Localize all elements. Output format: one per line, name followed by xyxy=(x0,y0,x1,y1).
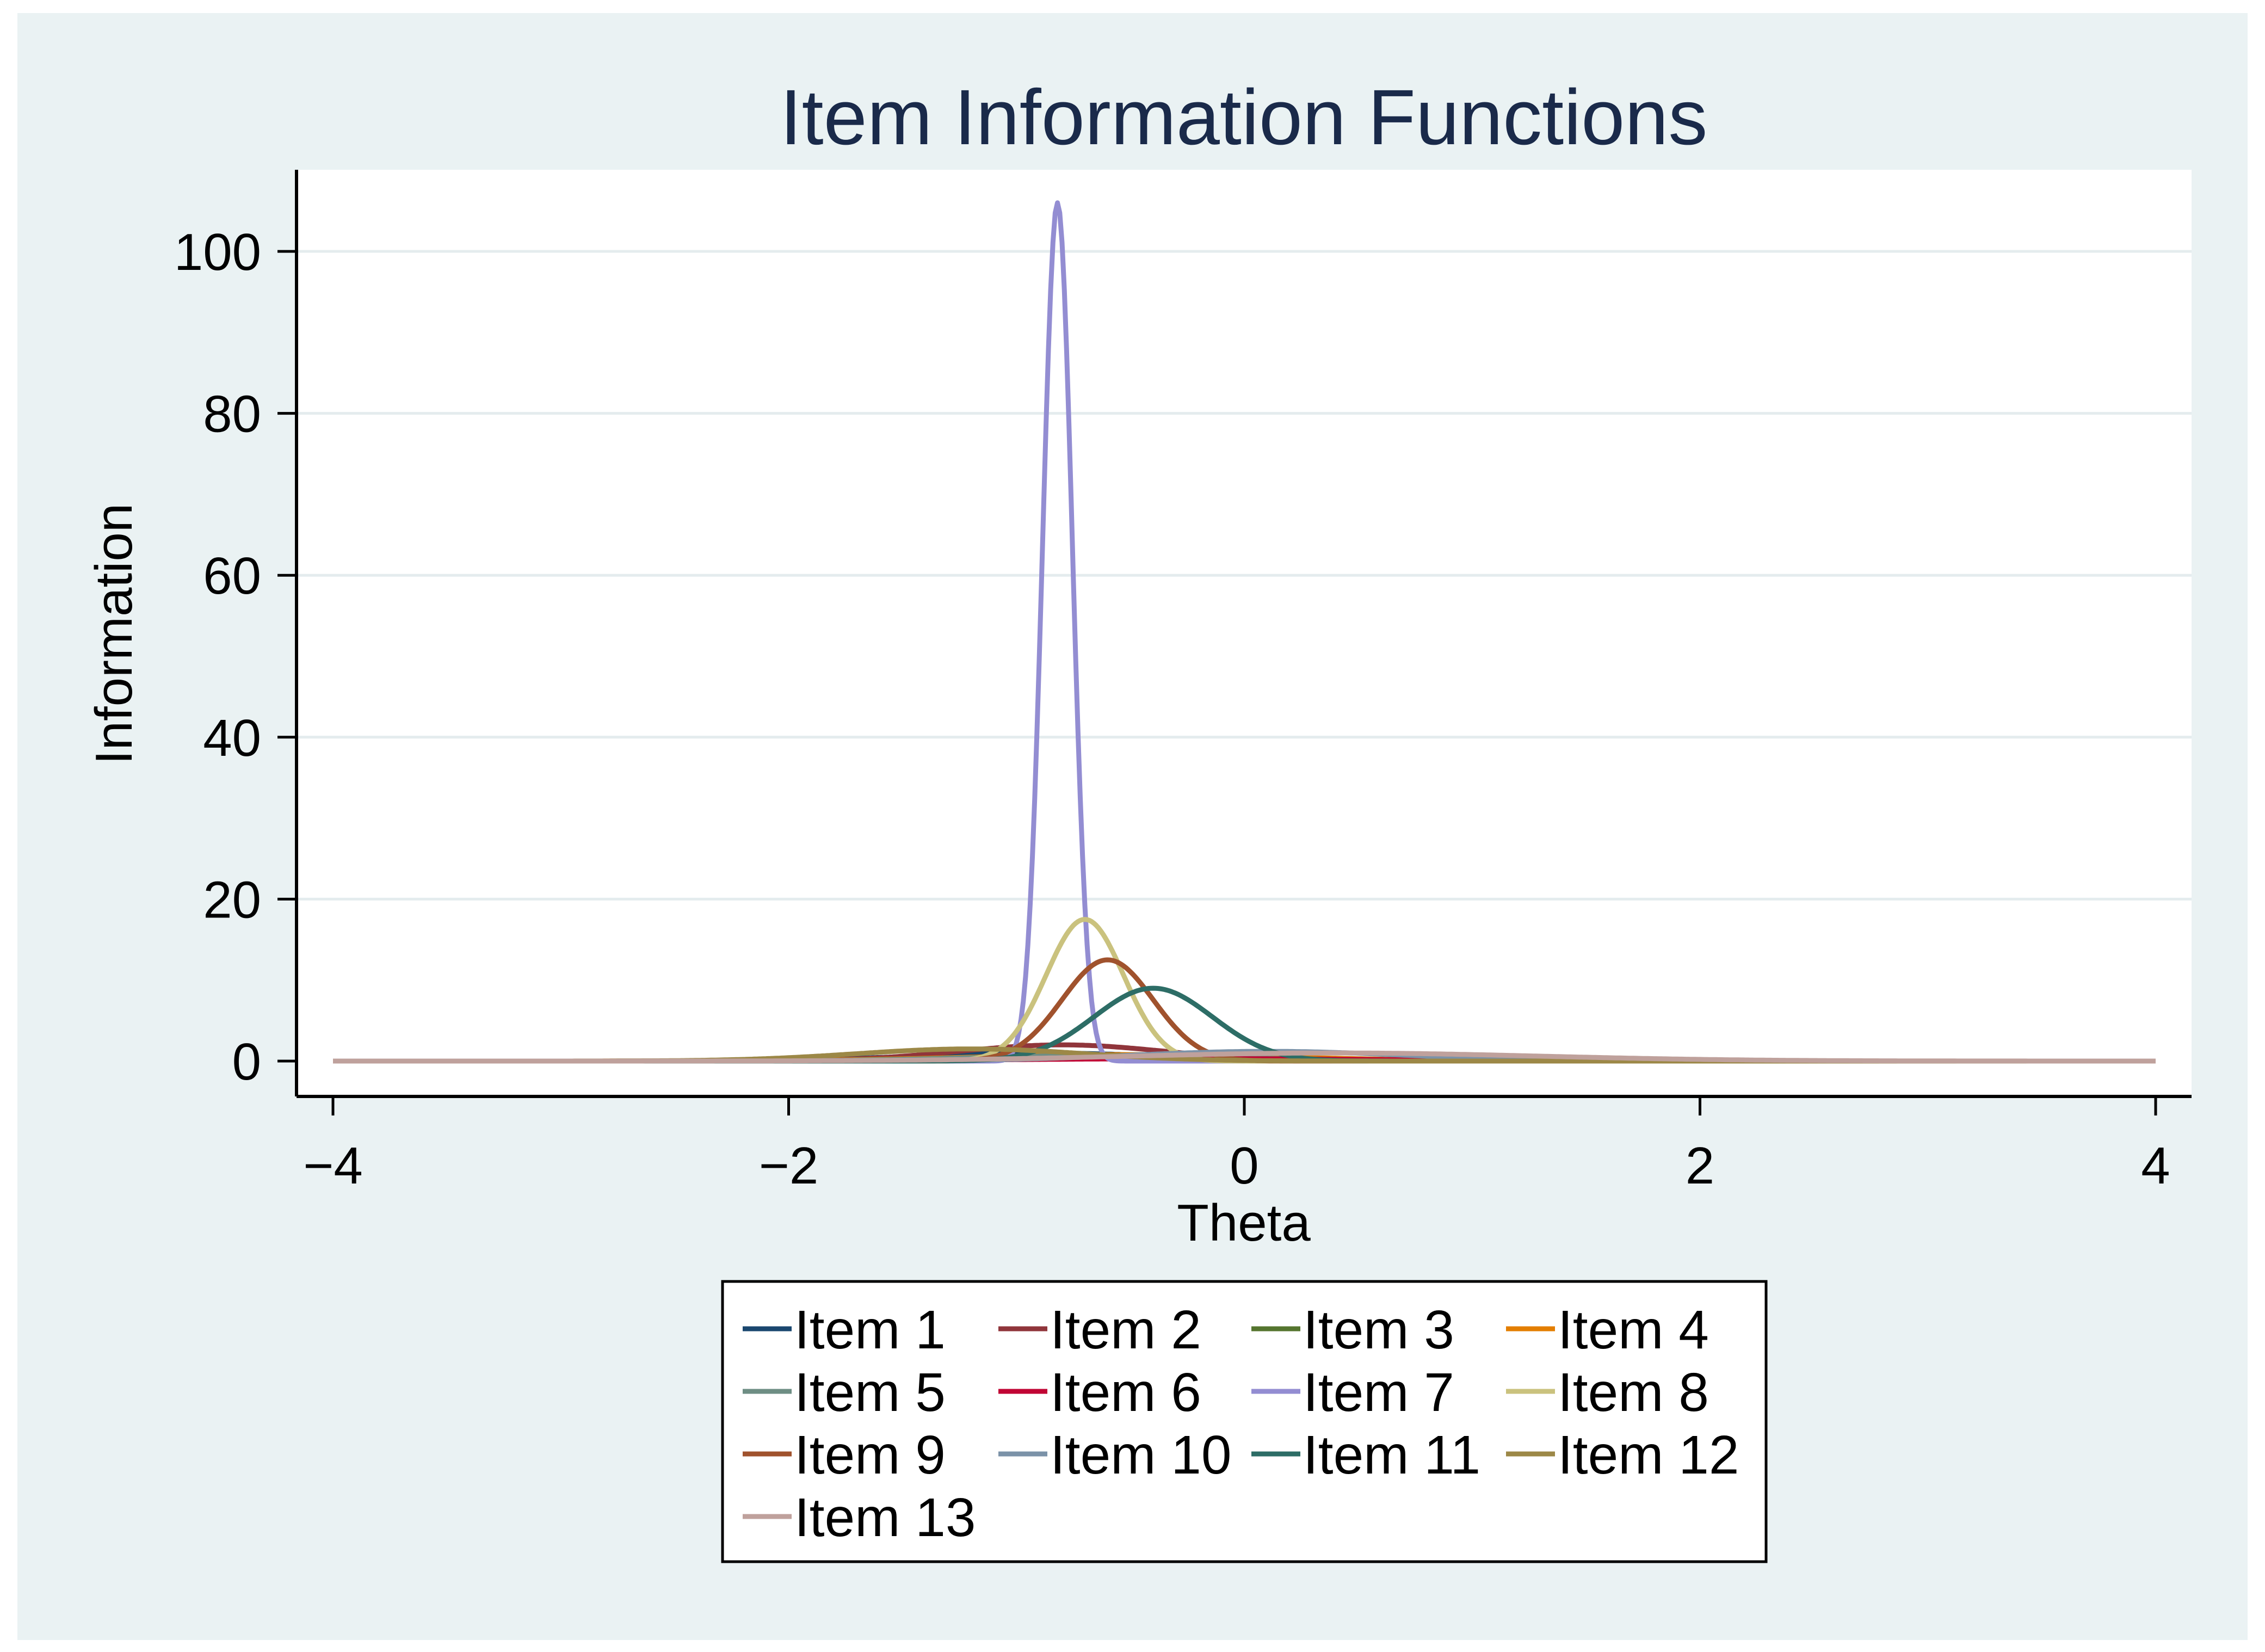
legend-label-item-4: Item 4 xyxy=(1558,1299,1709,1360)
gridlines xyxy=(297,250,2192,901)
legend-label-item-10: Item 10 xyxy=(1050,1425,1232,1485)
x-axis-title: Theta xyxy=(1177,1194,1311,1252)
x-tick-label-2: 2 xyxy=(1686,1137,1714,1195)
y-axis-title: Information xyxy=(85,503,143,765)
legend-label-item-13: Item 13 xyxy=(794,1487,976,1548)
legend-label-item-12: Item 12 xyxy=(1558,1425,1739,1485)
legend-label-item-3: Item 3 xyxy=(1303,1299,1454,1360)
series-lines xyxy=(332,200,2156,1064)
y-tick-label-60: 60 xyxy=(203,547,261,605)
y-tick-label-100: 100 xyxy=(174,223,261,281)
legend-label-item-5: Item 5 xyxy=(794,1362,946,1423)
legend-label-item-11: Item 11 xyxy=(1303,1425,1480,1485)
series-line-item-13 xyxy=(332,1050,2156,1064)
y-axis-ticks: 0 20 40 60 80 100 xyxy=(174,223,297,1091)
x-axis-ticks: −4 −2 0 2 4 xyxy=(303,1096,2170,1195)
x-tick-label-0: 0 xyxy=(1230,1137,1258,1195)
plot-area xyxy=(297,170,2192,1096)
legend-label-item-1: Item 1 xyxy=(794,1299,946,1360)
x-tick-label--4: −4 xyxy=(303,1137,362,1195)
legend-label-item-2: Item 2 xyxy=(1050,1299,1201,1360)
y-tick-label-0: 0 xyxy=(232,1033,261,1091)
y-tick-label-40: 40 xyxy=(203,709,261,767)
legend-label-item-8: Item 8 xyxy=(1558,1362,1709,1423)
y-tick-label-20: 20 xyxy=(203,871,261,929)
legend-label-item-6: Item 6 xyxy=(1050,1362,1201,1423)
x-tick-label--2: −2 xyxy=(759,1137,818,1195)
legend-label-item-7: Item 7 xyxy=(1303,1362,1454,1423)
y-tick-label-80: 80 xyxy=(203,385,261,443)
legend-label-item-9: Item 9 xyxy=(794,1425,946,1485)
legend-box xyxy=(721,1280,1768,1563)
chart-title: Item Information Functions xyxy=(780,73,1708,161)
x-tick-label-4: 4 xyxy=(2141,1137,2170,1195)
